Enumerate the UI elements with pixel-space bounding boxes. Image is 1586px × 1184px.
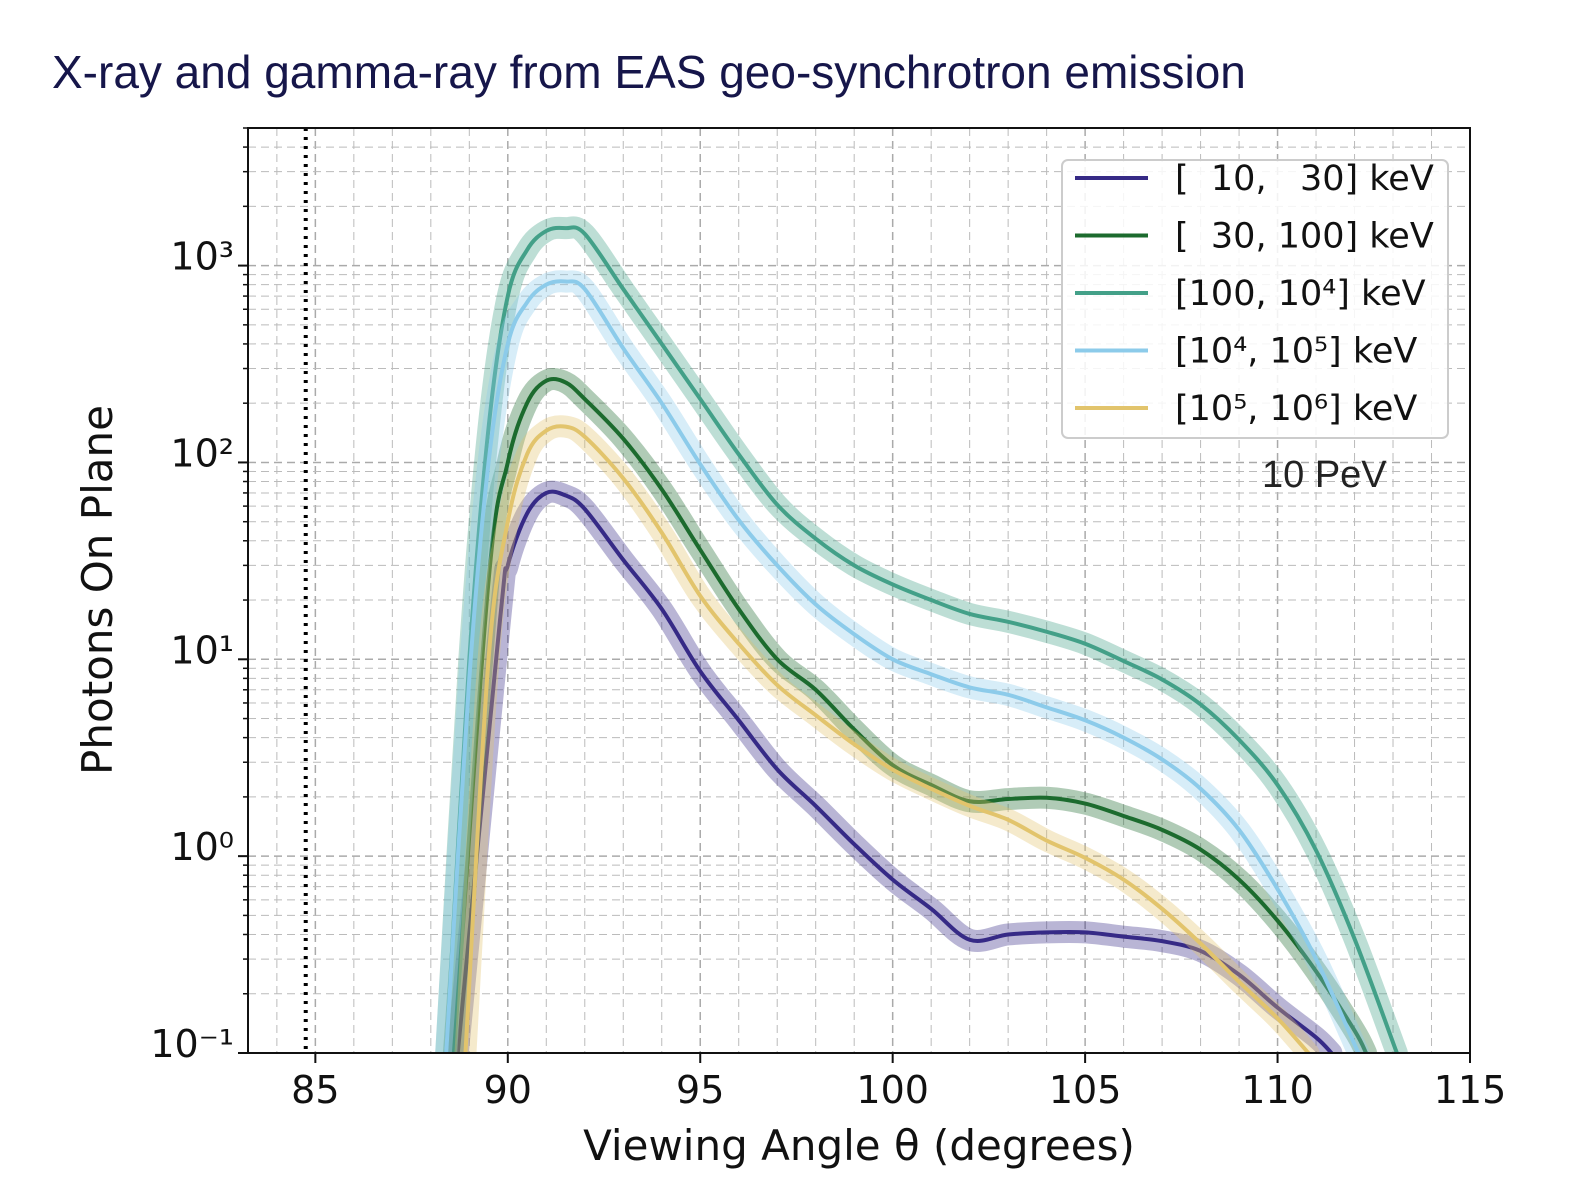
y-tick-label: 10⁰ <box>170 825 234 869</box>
x-tick-label: 105 <box>1049 1068 1122 1112</box>
y-axis-label: Photons On Plane <box>73 405 122 775</box>
series-line <box>444 225 1399 1053</box>
series-line <box>444 279 1361 1053</box>
legend-label: [ 10, 30] keV <box>1175 159 1434 199</box>
x-tick-label: 85 <box>291 1068 339 1112</box>
plot-frame <box>247 127 1471 1054</box>
annotation: 10 PeV <box>1262 454 1387 496</box>
legend-label: [10⁵, 10⁶] keV <box>1175 389 1417 429</box>
series-line <box>451 376 1369 1053</box>
y-tick-label: 10⁻¹ <box>150 1022 234 1066</box>
grid <box>248 127 1471 1054</box>
legend: [ 10, 30] keV [ 30, 100] keV [100, 10⁴] ke… <box>1075 159 1434 429</box>
y-tick-label: 10¹ <box>170 628 234 672</box>
x-tick-label: 100 <box>856 1068 929 1112</box>
legend-label: [ 30, 100] keV <box>1175 217 1434 257</box>
y-tick-label: 10³ <box>170 235 234 279</box>
x-tick-label: 90 <box>484 1068 532 1112</box>
axes: 85 90 95 100 105 110 115 10⁻¹ 10⁰ 10¹ 10² 10³ <box>150 127 1507 1112</box>
curves <box>435 216 1408 1053</box>
x-axis-label: Viewing Angle θ (degrees) <box>583 1121 1135 1170</box>
legend-label: [100, 10⁴] keV <box>1175 274 1426 314</box>
x-tick-label: 115 <box>1434 1068 1507 1112</box>
x-tick-label: 95 <box>676 1068 724 1112</box>
series-line <box>463 424 1311 1053</box>
series-line <box>455 489 1334 1053</box>
y-tick-label: 10² <box>170 431 234 475</box>
x-tick-label: 110 <box>1241 1068 1314 1112</box>
legend-box <box>1061 159 1449 439</box>
chart-title: X-ray and gamma-ray from EAS geo-synchro… <box>52 46 1246 98</box>
legend-label: [10⁴, 10⁵] keV <box>1175 332 1417 372</box>
